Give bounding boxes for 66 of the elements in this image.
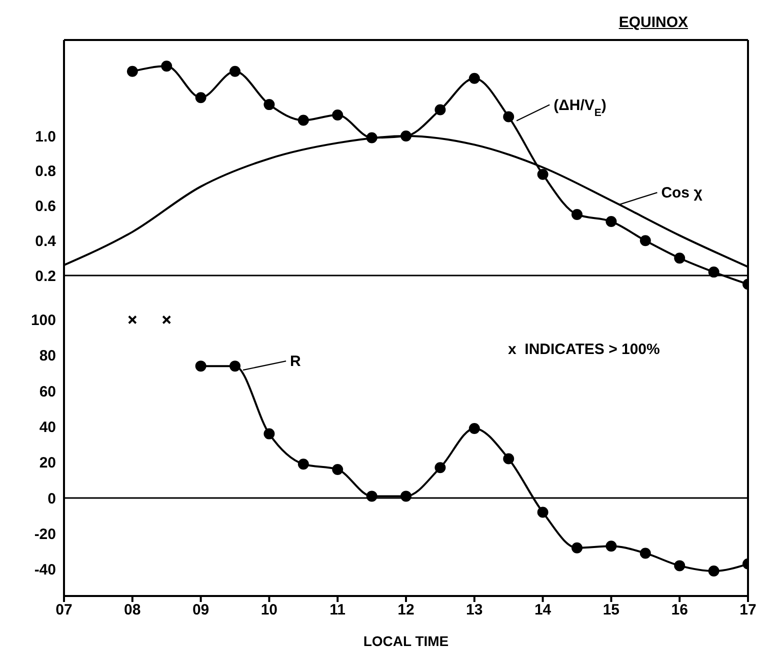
point — [606, 540, 617, 552]
legend-label: R — [290, 353, 301, 370]
x-tick-label: 08 — [124, 602, 141, 619]
x-tick-label: 11 — [330, 602, 346, 619]
y-tick-label: 40 — [39, 419, 56, 436]
point — [503, 111, 514, 122]
x-tick-label: 15 — [602, 602, 620, 619]
legend-label: Cos χ — [661, 184, 703, 202]
y-tick-label: 80 — [39, 348, 56, 365]
y-tick-label: 0.2 — [35, 268, 56, 285]
x-tick-label: 16 — [671, 602, 688, 619]
point — [162, 315, 172, 324]
y-tick-label: 0 — [48, 490, 56, 508]
point — [537, 506, 548, 518]
point — [537, 168, 548, 180]
y-tick-label: 100 — [30, 312, 56, 330]
x-tick-label: 13 — [466, 602, 483, 619]
legend-label: (ΔH/V$_{E}$) — [554, 96, 606, 119]
point — [468, 72, 480, 84]
point — [572, 542, 582, 554]
x-tick-label: 10 — [260, 602, 278, 619]
y-tick-label: 60 — [39, 383, 56, 400]
point — [606, 216, 617, 227]
point — [366, 490, 378, 502]
point — [332, 110, 344, 121]
x-tick-label: 09 — [192, 602, 210, 619]
chart-title: EQUINOX — [618, 14, 688, 31]
point — [128, 315, 137, 324]
point — [640, 548, 651, 559]
y-tick-label: 0.6 — [35, 198, 56, 216]
point — [298, 458, 309, 470]
y-tick-label: 20 — [39, 454, 56, 472]
point — [400, 490, 412, 502]
point — [264, 428, 275, 440]
point — [572, 208, 582, 220]
point — [674, 252, 686, 264]
point — [434, 462, 446, 474]
point — [264, 99, 275, 110]
point — [434, 104, 446, 116]
point — [195, 92, 206, 104]
point — [366, 132, 378, 144]
point — [230, 360, 240, 372]
point — [708, 266, 720, 278]
y-tick-label: 0.8 — [35, 163, 56, 180]
point — [298, 114, 309, 126]
x-tick-label: 07 — [56, 602, 72, 619]
annotation: x INDICATES > 100% — [508, 341, 660, 358]
point — [400, 130, 412, 142]
point — [161, 60, 172, 72]
x-tick-label: 14 — [534, 602, 552, 619]
point — [708, 566, 720, 577]
point — [230, 66, 240, 77]
x-axis-title: LOCAL TIME — [363, 633, 449, 649]
x-tick-label: 17 — [740, 602, 756, 619]
point — [126, 66, 138, 77]
y-tick-label: -40 — [34, 562, 56, 579]
y-tick-label: 0.4 — [35, 232, 57, 250]
y-tick-label: -20 — [34, 526, 56, 543]
point — [674, 560, 686, 572]
point — [503, 453, 514, 464]
point — [640, 235, 651, 246]
x-tick-label: 12 — [398, 602, 414, 619]
y-tick-label: 1.0 — [35, 128, 56, 146]
point — [332, 464, 344, 475]
point — [195, 360, 206, 372]
point — [468, 422, 480, 434]
